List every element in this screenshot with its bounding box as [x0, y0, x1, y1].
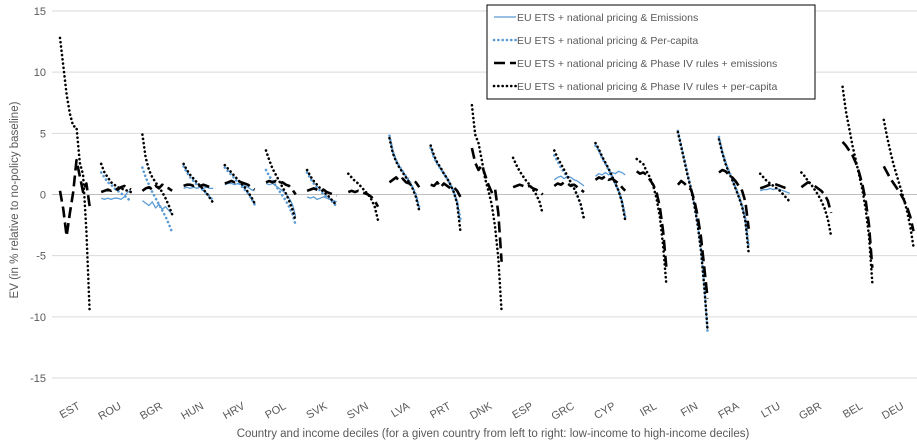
x-tick-label: CYP [592, 400, 618, 422]
y-tick-label: -15 [30, 373, 46, 385]
series-line [224, 179, 256, 191]
series-line [718, 168, 750, 229]
x-tick-label: PRT [428, 400, 453, 421]
series-line [264, 149, 297, 223]
series-line [635, 170, 668, 269]
series-line [141, 166, 174, 234]
legend-label: EU ETS + national pricing & Phase IV rul… [517, 81, 777, 93]
series-line [305, 171, 339, 208]
series-line [58, 158, 91, 238]
y-axis-label: EV (in % relative to no-policy baseline) [9, 101, 21, 298]
series-line [759, 182, 791, 191]
x-tick-label: HRV [221, 400, 248, 422]
y-tick-label: 5 [40, 128, 46, 140]
series-line [141, 183, 173, 192]
series-lines [58, 36, 915, 334]
series-line [511, 156, 545, 216]
x-tick-label: DEU [880, 400, 906, 422]
series-line [429, 144, 462, 233]
series-line [223, 163, 256, 205]
series-line [305, 168, 339, 207]
y-tick-label: -5 [36, 251, 46, 263]
series-line [594, 174, 627, 192]
legend-box [486, 4, 816, 100]
series-line [264, 168, 297, 227]
x-tick-label: DNK [468, 400, 495, 422]
x-tick-label: GBR [797, 400, 824, 422]
x-tick-label: LTU [759, 400, 782, 420]
x-tick-label: ROU [96, 400, 123, 423]
series-line [430, 181, 462, 198]
series-line [800, 181, 833, 214]
series-line [99, 171, 133, 204]
x-tick-label: POL [263, 400, 288, 421]
series-line [758, 172, 792, 204]
x-tick-label: ESP [510, 400, 535, 421]
series-line [594, 141, 627, 222]
series-line [388, 176, 421, 188]
legend-label: EU ETS + national pricing & Phase IV rul… [517, 58, 777, 70]
series-line [553, 154, 586, 221]
series-line [223, 166, 256, 206]
y-tick-label: 0 [40, 190, 46, 202]
gridlines [52, 10, 917, 379]
series-line [141, 133, 174, 216]
series-line [100, 190, 132, 201]
series-line [594, 144, 627, 218]
series-line [676, 129, 709, 334]
series-line [388, 136, 421, 212]
series-line [99, 162, 133, 194]
series-line [182, 162, 215, 205]
series-line [800, 171, 833, 238]
legend-label: EU ETS + national pricing & Per-capita [517, 35, 698, 47]
series-line [58, 36, 91, 315]
series-line [882, 118, 915, 249]
y-tick-label: 10 [34, 67, 46, 79]
x-tick-label: FRA [716, 400, 742, 422]
series-line [347, 172, 380, 222]
x-tick-label: HUN [179, 400, 206, 422]
x-axis-ticks: EST ROU BGR HUN HRV POL SVK SVN LVA PRT DNK ESP GRC C… [58, 400, 906, 423]
series-line [470, 147, 503, 262]
series-line [635, 157, 668, 287]
series-line [265, 179, 297, 196]
series-line [717, 138, 750, 255]
series-line [759, 187, 791, 194]
series-line [553, 181, 585, 194]
series-line [306, 187, 338, 197]
y-tick-label: -10 [30, 312, 46, 324]
x-tick-label: IRL [638, 400, 659, 419]
series-line [841, 85, 874, 284]
series-line [347, 189, 380, 208]
x-tick-label: SVN [345, 400, 371, 422]
series-line [553, 149, 586, 221]
series-line [265, 182, 297, 217]
x-tick-label: EST [58, 400, 83, 421]
series-line [512, 183, 544, 196]
x-tick-label: FIN [679, 400, 700, 419]
series-line [470, 103, 503, 314]
legend: EU ETS + national pricing & Emissions EU … [486, 4, 816, 100]
y-tick-label: 15 [34, 6, 46, 18]
x-axis-label: Country and income deciles (for a given … [237, 428, 750, 440]
y-axis-ticks: 15 10 5 0 -5 -10 -15 [30, 6, 46, 385]
legend-label: EU ETS + national pricing & Emissions [517, 12, 698, 24]
series-line [100, 184, 132, 194]
series-line [841, 141, 874, 268]
series-line [676, 130, 709, 332]
series-line [717, 135, 750, 248]
series-line [882, 165, 915, 232]
x-tick-label: BEL [841, 400, 865, 421]
series-line [142, 200, 173, 215]
x-tick-label: BGR [138, 400, 165, 422]
x-tick-label: LVA [389, 400, 412, 420]
x-tick-label: GRC [549, 400, 576, 423]
series-line [183, 183, 214, 190]
x-tick-label: SVK [304, 400, 330, 422]
